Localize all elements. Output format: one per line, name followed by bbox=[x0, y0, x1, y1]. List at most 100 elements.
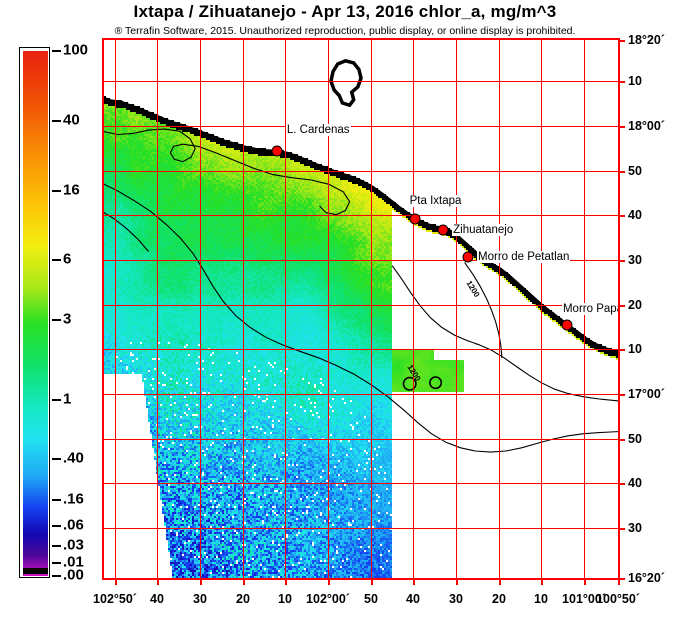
bathymetry-contour bbox=[102, 128, 351, 216]
site-marker-label: Pta Ixtapa bbox=[408, 194, 463, 207]
inland-lagoon bbox=[329, 58, 363, 108]
lat-tick-label: 10 bbox=[628, 342, 642, 356]
lon-tick bbox=[413, 578, 415, 585]
lat-tick-label: 17°00´ bbox=[628, 387, 665, 401]
lat-tick bbox=[618, 483, 625, 485]
gridline-horizontal bbox=[102, 483, 620, 484]
bathymetry-contour bbox=[391, 265, 620, 402]
lat-tick bbox=[618, 126, 625, 128]
colorbar-tick-label: .03 bbox=[63, 536, 84, 554]
bathymetry-contour bbox=[464, 262, 503, 358]
colorbar-tick-label: .06 bbox=[63, 516, 84, 534]
lon-tick bbox=[115, 578, 117, 585]
colorbar-tick bbox=[52, 399, 61, 402]
colorbar-tick bbox=[52, 561, 61, 564]
lon-tick-label: 101°00´ bbox=[562, 592, 606, 606]
gridline-horizontal bbox=[102, 439, 620, 440]
gridline-vertical bbox=[243, 38, 244, 580]
lon-tick-label: 100°50´ bbox=[596, 592, 640, 606]
lon-tick-label: 30 bbox=[449, 592, 463, 606]
page-title: Ixtapa / Zihuatanejo - Apr 13, 2016 chlo… bbox=[133, 2, 557, 21]
lon-tick-label: 102°00´ bbox=[306, 592, 350, 606]
lon-tick bbox=[456, 578, 458, 585]
gridline-vertical bbox=[499, 38, 500, 580]
colorbar-tick bbox=[52, 318, 61, 321]
lat-tick-label: 50 bbox=[628, 432, 642, 446]
lon-tick bbox=[243, 578, 245, 585]
gridline-vertical bbox=[157, 38, 158, 580]
lat-tick-label: 16°20´ bbox=[628, 571, 665, 585]
gridline-horizontal bbox=[102, 528, 620, 529]
gridline-vertical bbox=[541, 38, 542, 580]
lat-tick-label: 10 bbox=[628, 74, 642, 88]
lat-tick bbox=[618, 215, 625, 217]
gridline-vertical bbox=[413, 38, 414, 580]
lat-tick bbox=[618, 40, 625, 42]
colorbar-tick bbox=[52, 498, 61, 501]
gridline-horizontal bbox=[102, 171, 620, 172]
colorbar-tick-label: .40 bbox=[63, 449, 84, 467]
gridline-horizontal bbox=[102, 81, 620, 82]
lon-tick bbox=[584, 578, 586, 585]
colorbar-tick bbox=[52, 119, 61, 122]
colorbar-gradient bbox=[23, 51, 48, 576]
site-marker-label: Morro Papan bbox=[561, 303, 620, 315]
lat-tick bbox=[618, 528, 625, 530]
colorbar-tick-label: .00 bbox=[63, 566, 84, 584]
island-outline bbox=[402, 376, 417, 391]
lat-tick-label: 18°00´ bbox=[628, 119, 665, 133]
lat-tick bbox=[618, 171, 625, 173]
lat-tick-label: 40 bbox=[628, 476, 642, 490]
site-marker-dot[interactable] bbox=[409, 213, 421, 225]
lon-tick-label: 30 bbox=[193, 592, 207, 606]
gridline-vertical bbox=[115, 38, 116, 580]
lat-tick bbox=[618, 578, 625, 580]
lon-tick bbox=[200, 578, 202, 585]
lat-tick-label: 20 bbox=[628, 298, 642, 312]
island-outline bbox=[429, 376, 443, 390]
lon-tick-label: 102°50´ bbox=[93, 592, 137, 606]
colorbar-tick-label: 3 bbox=[63, 310, 72, 328]
colorbar-tick bbox=[52, 525, 61, 528]
colorbar-tick-label: .16 bbox=[63, 490, 84, 508]
lon-tick-label: 10 bbox=[534, 592, 548, 606]
gridline-vertical bbox=[371, 38, 372, 580]
colorbar-tick-label: .01 bbox=[63, 553, 84, 571]
lat-tick-label: 50 bbox=[628, 164, 642, 178]
lon-tick-label: 10 bbox=[278, 592, 292, 606]
gridline-horizontal bbox=[102, 260, 620, 261]
lon-tick bbox=[157, 578, 159, 585]
lon-tick bbox=[371, 578, 373, 585]
lat-tick bbox=[618, 349, 625, 351]
coastline bbox=[102, 96, 620, 357]
site-marker-label: Morro de Petatlan bbox=[477, 250, 571, 263]
site-marker-dot[interactable] bbox=[271, 145, 283, 157]
lon-tick bbox=[499, 578, 501, 585]
gridline-vertical bbox=[200, 38, 201, 580]
gridline-vertical bbox=[328, 38, 329, 580]
colorbar-tick-label: 16 bbox=[63, 181, 80, 199]
lat-tick bbox=[618, 394, 625, 396]
colorbar-tick bbox=[52, 575, 61, 577]
chlorophyll-map[interactable]: L. Cardenas Pta Ixtapa Zihuatanejo Morro de… bbox=[102, 38, 620, 580]
lat-tick-label: 18°20´ bbox=[628, 33, 665, 47]
lat-tick-label: 30 bbox=[628, 253, 642, 267]
bathymetry-contour bbox=[102, 210, 150, 252]
site-marker-dot[interactable] bbox=[561, 319, 573, 331]
colorbar-tick bbox=[52, 458, 61, 461]
lon-tick-label: 50 bbox=[364, 592, 378, 606]
site-marker-label: L. Cardenas bbox=[285, 124, 351, 137]
bathymetry-contour bbox=[102, 182, 620, 453]
lon-tick bbox=[618, 578, 620, 585]
colorbar bbox=[19, 47, 50, 578]
gridline-vertical bbox=[456, 38, 457, 580]
gridline-horizontal bbox=[102, 126, 620, 127]
colorbar-tick-label: 6 bbox=[63, 250, 72, 268]
site-marker-dot[interactable] bbox=[437, 224, 449, 236]
gridline-vertical bbox=[285, 38, 286, 580]
lat-tick-label: 30 bbox=[628, 521, 642, 535]
colorbar-tick bbox=[52, 50, 61, 52]
lat-tick bbox=[618, 260, 625, 262]
lon-tick-label: 20 bbox=[492, 592, 506, 606]
site-marker-dot[interactable] bbox=[462, 251, 474, 263]
